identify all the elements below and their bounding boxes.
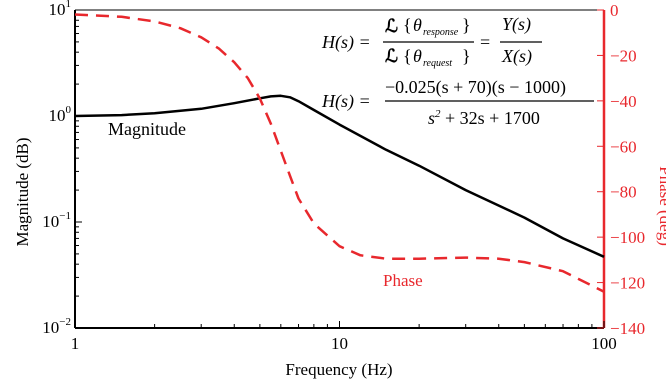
phase-annotation: Phase: [383, 271, 423, 290]
eq1-equals: =: [480, 32, 490, 52]
magnitude-annotation: Magnitude: [108, 119, 186, 139]
transfer-function-definition: H(s) = ℒ { θ response } ℒ { θ request } …: [321, 14, 542, 69]
x-tick-label: 10: [331, 334, 348, 353]
eq2-den-rest: + 32s + 1700: [441, 108, 540, 128]
y-left-tick-label: 101: [49, 0, 72, 19]
tick-base: 10: [49, 0, 66, 19]
eq2-numerator: −0.025(s + 70)(s − 1000): [385, 77, 566, 98]
y-left-axis-label: Magnitude (dB): [13, 137, 32, 246]
eq1-num-rbrace: }: [462, 15, 471, 35]
tick-exponent: 1: [66, 0, 72, 10]
eq1-den-theta: θ: [413, 46, 422, 66]
eq1-num-lbrace: {: [403, 15, 412, 35]
tick-base: 10: [42, 212, 59, 231]
y-left-tick-label: 10−2: [42, 316, 71, 337]
eq1-den-lbrace: {: [403, 46, 412, 66]
eq1-rhs-den: X(s): [501, 46, 532, 67]
series-layer: [74, 13, 605, 293]
transfer-function-expression: H(s) = −0.025(s + 70)(s − 1000) s2 + 32s…: [321, 77, 594, 128]
plot-frame: [74, 9, 606, 329]
y-right-tick-label: −20: [610, 46, 637, 65]
y-right-tick-label: −140: [610, 319, 645, 338]
eq2-denominator: s2 + 32s + 1700: [428, 108, 540, 128]
tick-exponent: −1: [59, 210, 71, 222]
eq1-den-operator: ℒ: [385, 46, 398, 66]
tick-exponent: −2: [59, 316, 71, 328]
y-right-axis-label: Phase (deg): [656, 166, 666, 246]
y-right-tick-label: −40: [610, 92, 637, 111]
phase-series-line: [74, 13, 605, 293]
eq2-den-s: s: [428, 108, 435, 128]
frequency-axis: 1 10 100: [71, 321, 617, 353]
eq1-den-rbrace: }: [462, 46, 471, 66]
y-left-tick-label: 100: [49, 104, 72, 125]
eq1-lhs: H(s) =: [321, 32, 371, 53]
phase-axis: 0 −20 −40 −60 −80 −100 −120 −140: [597, 1, 645, 338]
eq1-den-sub: request: [423, 58, 452, 69]
eq1-num-sub: response: [423, 27, 459, 38]
y-left-tick-label: 10−1: [42, 210, 71, 231]
x-tick-label: 1: [71, 334, 80, 353]
eq2-den-sup: 2: [435, 108, 441, 120]
tick-base: 10: [42, 318, 59, 337]
y-right-tick-label: −80: [610, 183, 637, 202]
x-tick-label: 100: [591, 334, 617, 353]
tick-exponent: 0: [66, 104, 72, 116]
eq1-num-theta: θ: [413, 15, 422, 35]
magnitude-series-line: [74, 94, 605, 258]
y-right-tick-label: −60: [610, 137, 637, 156]
y-right-tick-label: 0: [610, 1, 619, 20]
eq2-lhs: H(s) =: [321, 91, 371, 112]
y-right-tick-label: −120: [610, 274, 645, 293]
eq1-num-operator: ℒ: [385, 16, 398, 36]
y-right-tick-label: −100: [610, 228, 645, 247]
eq1-rhs-num: Y(s): [502, 14, 531, 35]
tick-base: 10: [49, 106, 66, 125]
x-axis-label: Frequency (Hz): [285, 360, 392, 379]
